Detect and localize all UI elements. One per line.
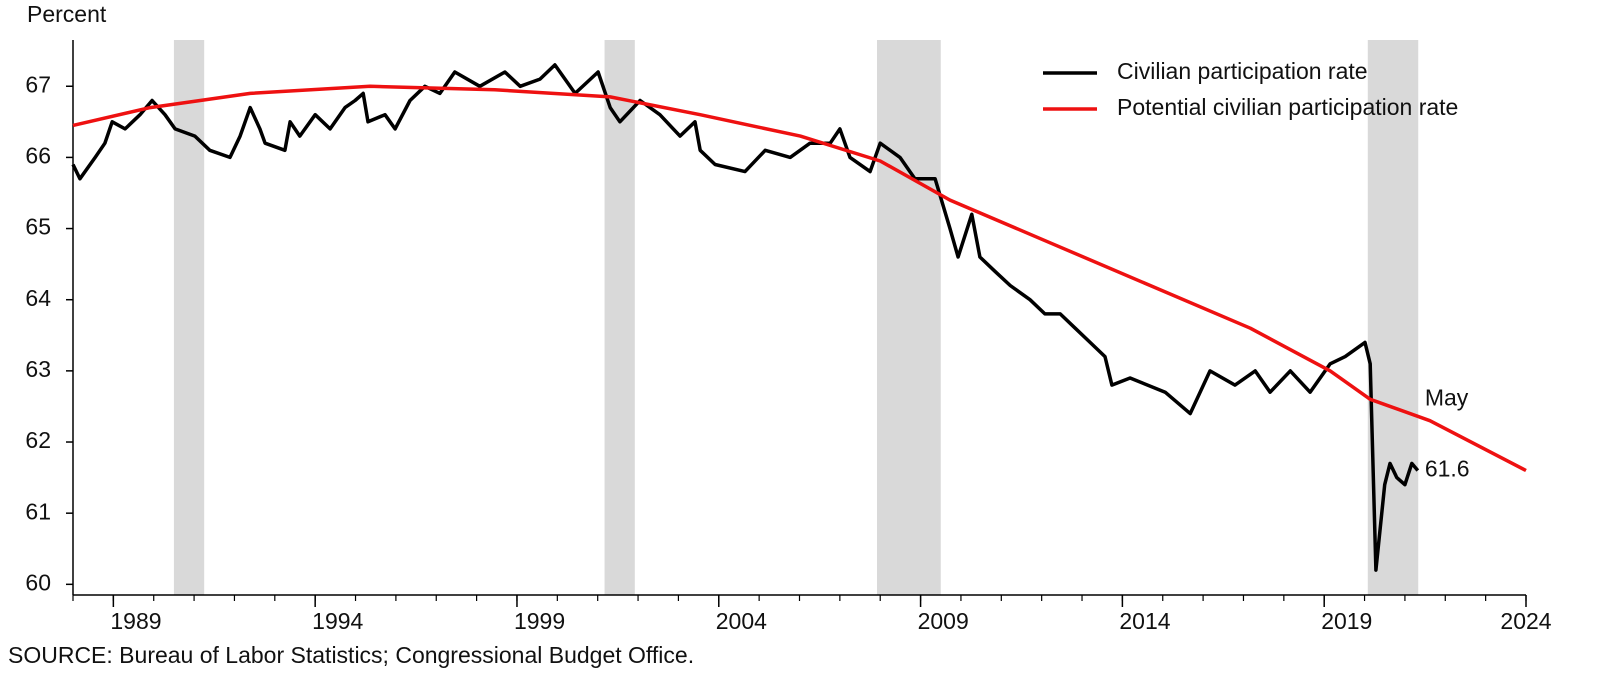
recession-shade: [173, 40, 205, 595]
x-tick-label: 2014: [1119, 608, 1170, 634]
x-tick-label: 1999: [514, 608, 565, 634]
y-axis-label: Percent: [27, 1, 107, 27]
x-tick-label: 1994: [312, 608, 363, 634]
x-tick-label: 2009: [918, 608, 969, 634]
y-tick-label: 67: [25, 71, 51, 97]
annotation: May: [1425, 385, 1469, 411]
series-line: [71, 63, 1420, 572]
recession-shade: [1367, 40, 1419, 595]
legend-label: Potential civilian participation rate: [1117, 94, 1458, 120]
x-tick-label: 2024: [1500, 608, 1551, 634]
y-tick-label: 66: [25, 142, 51, 168]
y-tick-label: 64: [25, 285, 51, 311]
recession-shade: [604, 40, 635, 595]
source-note: SOURCE: Bureau of Labor Statistics; Cong…: [8, 642, 694, 668]
y-tick-label: 65: [25, 214, 51, 240]
x-tick-label: 2004: [716, 608, 767, 634]
recession-shade: [876, 40, 941, 595]
x-tick-label: 1989: [110, 608, 161, 634]
x-tick-label: 2019: [1321, 608, 1372, 634]
annotation: 61.6: [1425, 456, 1470, 482]
y-tick-label: 60: [25, 569, 51, 595]
y-tick-label: 63: [25, 356, 51, 382]
legend-label: Civilian participation rate: [1117, 58, 1368, 84]
y-tick-label: 61: [25, 498, 51, 524]
series-line: [72, 84, 1527, 473]
y-tick-label: 62: [25, 427, 51, 453]
